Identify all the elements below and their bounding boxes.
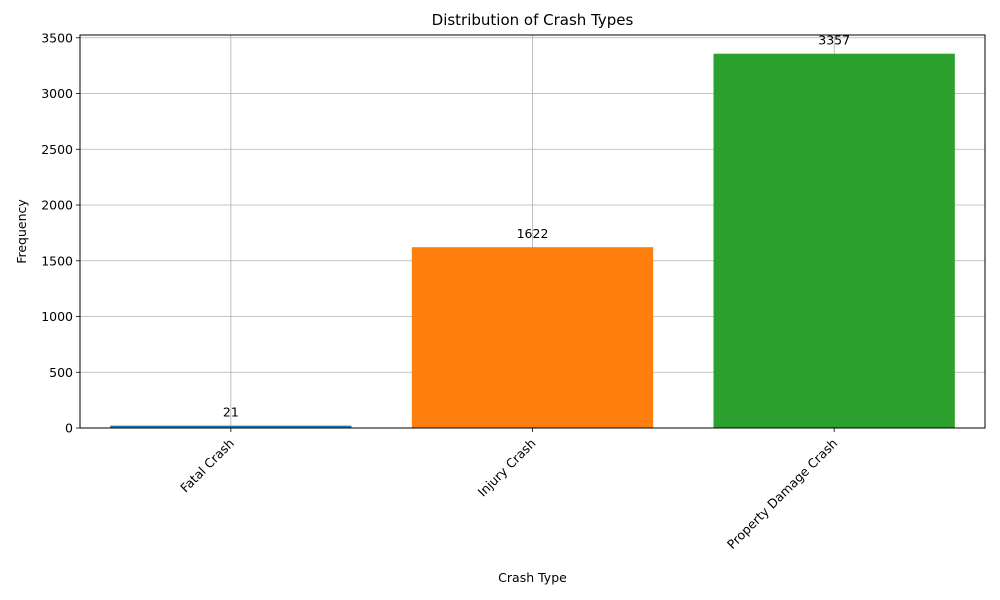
- y-tick-label: 1500: [41, 253, 73, 268]
- data-labels-layer: 21 1622 3357: [223, 33, 850, 420]
- data-label: 21: [223, 405, 239, 420]
- y-axis-label: Frequency: [14, 199, 29, 264]
- y-tick-label: 500: [49, 365, 73, 380]
- y-tick-label: 2500: [41, 142, 73, 157]
- bar: [110, 425, 352, 428]
- x-tick-label: Property Damage Crash: [724, 436, 840, 552]
- bars-layer: [110, 53, 955, 428]
- x-tick-label: Fatal Crash: [177, 436, 237, 496]
- data-label: 3357: [818, 33, 850, 48]
- y-tick-label: 0: [65, 421, 73, 436]
- y-tick-label: 3500: [41, 30, 73, 45]
- y-tick-label: 2000: [41, 198, 73, 213]
- chart-title: Distribution of Crash Types: [432, 11, 634, 29]
- bar: [411, 247, 654, 428]
- x-tick-label: Injury Crash: [475, 436, 539, 500]
- bar: [713, 53, 955, 428]
- x-axis-label: Crash Type: [498, 570, 567, 585]
- data-label: 1622: [517, 226, 549, 241]
- y-tick-label: 1000: [41, 309, 73, 324]
- y-tick-label: 3000: [41, 86, 73, 101]
